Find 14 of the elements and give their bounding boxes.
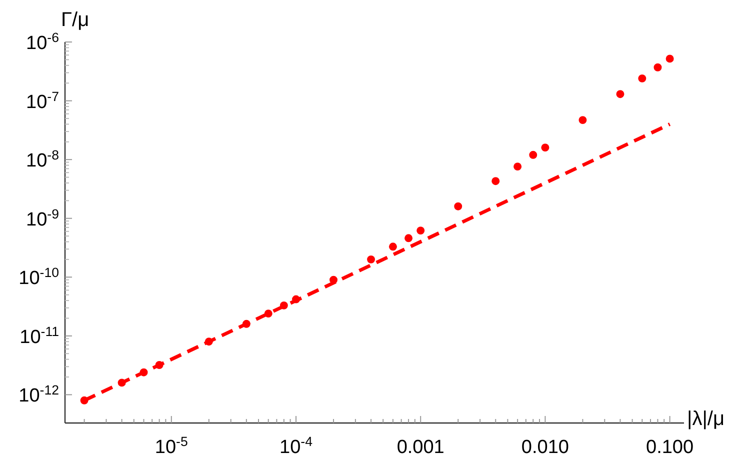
- y-tick-label: 10$^{-8}$: [26, 147, 59, 172]
- y-tick-label: 10$^{-9}$: [26, 206, 59, 230]
- y-tick-label: 10$^{-7}$: [26, 88, 59, 113]
- x-tick-label: 10$^{-5}$: [154, 434, 188, 458]
- x-axis-title: |λ|/μ: [687, 408, 724, 430]
- y-tick-label: 10$^{-6}$: [26, 30, 59, 54]
- y-tick-label: 10$^{-12}$: [18, 382, 59, 407]
- x-tick-label: 10$^{-4}$: [280, 434, 312, 458]
- x-tick-label: 0.010: [521, 437, 569, 458]
- y-axis-title: Γ/μ: [61, 9, 90, 31]
- y-tick-label: 10$^{-11}$: [20, 323, 59, 348]
- y-tick-label: 10$^{-10}$: [18, 264, 59, 290]
- x-tick-label: 0.001: [396, 437, 444, 458]
- x-tick-label: 0.100: [646, 437, 694, 458]
